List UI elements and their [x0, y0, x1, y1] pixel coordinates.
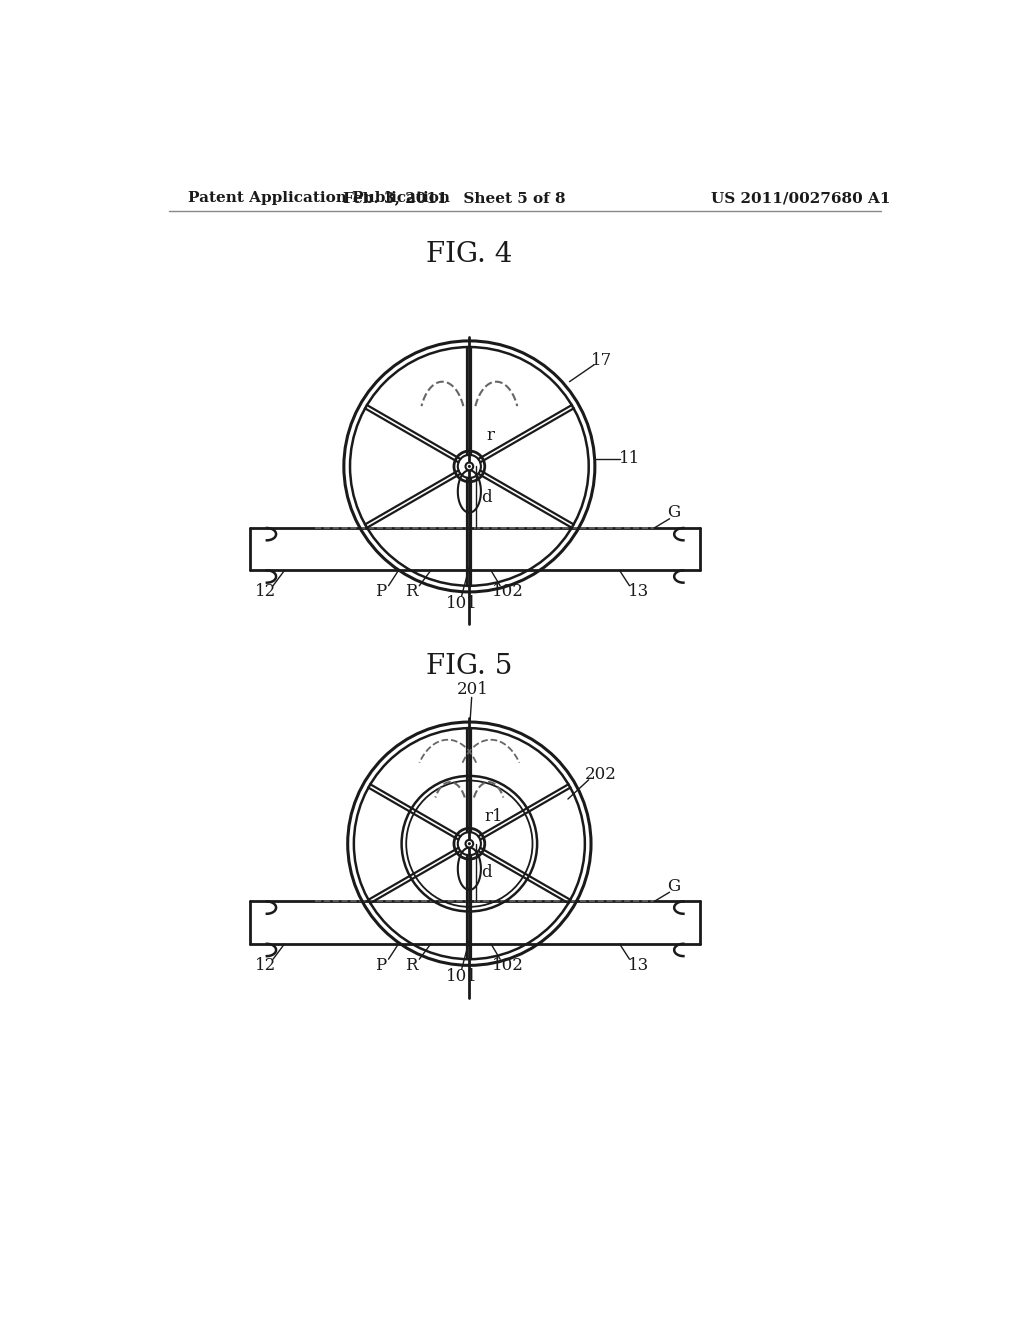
Text: US 2011/0027680 A1: US 2011/0027680 A1 [711, 191, 890, 206]
Circle shape [468, 842, 471, 845]
Text: 17: 17 [591, 351, 612, 368]
Text: Feb. 3, 2011   Sheet 5 of 8: Feb. 3, 2011 Sheet 5 of 8 [343, 191, 565, 206]
Text: 13: 13 [628, 957, 649, 974]
Text: 101: 101 [445, 969, 477, 986]
Text: R: R [406, 957, 418, 974]
Text: G: G [667, 878, 680, 895]
Bar [250, 528, 700, 570]
Text: r: r [487, 428, 495, 444]
Text: 11: 11 [618, 450, 640, 467]
Text: 102: 102 [492, 957, 524, 974]
Text: 102: 102 [492, 583, 524, 601]
Text: r1: r1 [484, 808, 504, 825]
Text: P: P [375, 583, 386, 601]
Circle shape [468, 465, 471, 469]
Text: Patent Application Publication: Patent Application Publication [188, 191, 451, 206]
Text: 12: 12 [255, 583, 275, 601]
Text: d: d [481, 488, 492, 506]
Text: FIG. 5: FIG. 5 [426, 653, 513, 680]
Text: 12: 12 [255, 957, 275, 974]
Circle shape [466, 462, 473, 470]
Text: R: R [406, 583, 418, 601]
Text: d: d [481, 865, 492, 880]
Text: 202: 202 [585, 766, 616, 783]
Circle shape [466, 840, 473, 847]
Text: G: G [667, 504, 680, 521]
Text: FIG. 4: FIG. 4 [426, 242, 513, 268]
Text: 13: 13 [628, 583, 649, 601]
Text: 101: 101 [445, 595, 477, 612]
Bar [250, 902, 700, 944]
Text: P: P [375, 957, 386, 974]
Text: 201: 201 [458, 681, 489, 698]
